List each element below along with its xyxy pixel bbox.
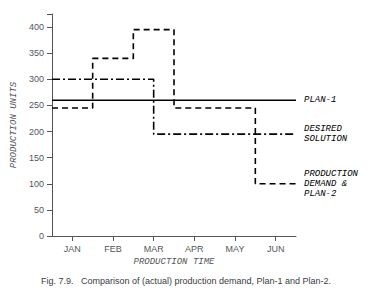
svg-text:APR: APR bbox=[185, 244, 204, 254]
svg-text:MAR: MAR bbox=[144, 244, 165, 254]
svg-text:Fig. 7.9. Comparison of (act: Fig. 7.9. Comparison of (actual) product… bbox=[41, 276, 331, 286]
svg-text:100: 100 bbox=[29, 179, 44, 189]
svg-text:150: 150 bbox=[29, 153, 44, 163]
svg-text:DESIRED: DESIRED bbox=[304, 124, 342, 134]
svg-text:250: 250 bbox=[29, 100, 44, 110]
svg-text:50: 50 bbox=[34, 205, 44, 215]
svg-text:350: 350 bbox=[29, 48, 44, 58]
svg-text:DEMAND &: DEMAND & bbox=[304, 179, 347, 189]
svg-text:MAY: MAY bbox=[226, 244, 245, 254]
svg-text:PLAN-1: PLAN-1 bbox=[304, 95, 336, 105]
svg-text:0: 0 bbox=[39, 231, 44, 241]
svg-text:400: 400 bbox=[29, 22, 44, 32]
svg-text:JAN: JAN bbox=[64, 244, 81, 254]
svg-text:PRODUCTION TIME: PRODUCTION TIME bbox=[133, 257, 215, 267]
svg-text:PLAN-2: PLAN-2 bbox=[304, 189, 337, 199]
svg-text:200: 200 bbox=[29, 127, 44, 137]
svg-text:FEB: FEB bbox=[104, 244, 122, 254]
svg-text:PRODUCTION: PRODUCTION bbox=[304, 169, 359, 179]
svg-text:SOLUTION: SOLUTION bbox=[304, 134, 348, 144]
svg-text:JUN: JUN bbox=[267, 244, 285, 254]
svg-text:300: 300 bbox=[29, 74, 44, 84]
svg-text:PRODUCTION UNITS: PRODUCTION UNITS bbox=[9, 81, 19, 168]
